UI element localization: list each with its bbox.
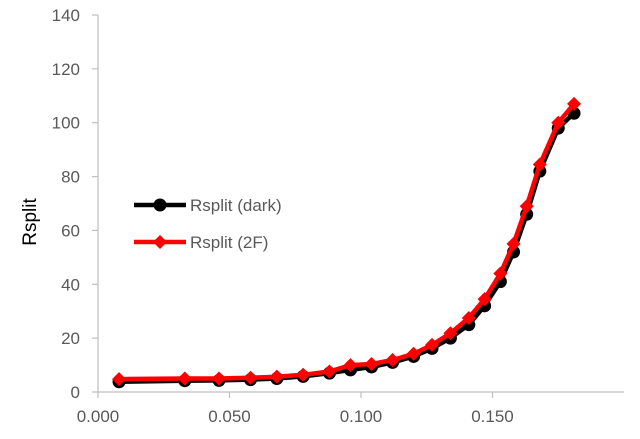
data-point-2f — [343, 358, 358, 373]
data-point-2f — [296, 367, 311, 382]
data-point-2f — [443, 326, 458, 341]
data-point-2f — [493, 266, 508, 281]
data-point-2f — [532, 157, 547, 172]
data-point-2f — [425, 337, 440, 352]
data-point-2f — [519, 199, 534, 214]
data-point-2f — [177, 371, 192, 386]
series-layer — [112, 96, 582, 389]
legend-swatch-marker — [153, 198, 167, 212]
y-tick-label: 40 — [61, 275, 80, 294]
data-point-2f — [406, 346, 421, 361]
data-point-2f — [506, 236, 521, 251]
y-axis-title: Rsplit — [20, 198, 41, 246]
data-point-2f — [477, 292, 492, 307]
data-point-2f — [567, 96, 582, 111]
y-tick-label: 80 — [61, 168, 80, 187]
x-tick-label: 0.050 — [208, 407, 251, 426]
x-tick-labels: 0.000 0.050 0.100 0.150 — [77, 392, 514, 426]
y-axis: 0 20 40 60 80 100 120 140 — [52, 6, 99, 402]
legend-label: Rsplit (dark) — [190, 196, 282, 215]
data-point-2f — [385, 352, 400, 367]
y-tick-label: 20 — [61, 329, 80, 348]
legend-swatch-marker — [153, 235, 167, 249]
x-tick-label: 0.150 — [471, 407, 514, 426]
data-point-2f — [269, 369, 284, 384]
y-tick-label: 140 — [52, 6, 80, 25]
x-tick-label: 0.100 — [340, 407, 383, 426]
legend: Rsplit (dark) Rsplit (2F) — [134, 196, 282, 252]
series-line-2f — [116, 101, 577, 382]
data-point-2f — [364, 356, 379, 371]
data-point-2f — [112, 372, 127, 387]
data-point-2f — [461, 310, 476, 325]
legend-item-dark: Rsplit (dark) — [134, 196, 282, 215]
data-point-2f — [243, 370, 258, 385]
legend-label: Rsplit (2F) — [190, 233, 268, 252]
series-2f — [112, 96, 582, 387]
y-tick-label: 0 — [71, 383, 80, 402]
legend-item-2f: Rsplit (2F) — [134, 233, 268, 252]
data-point-2f — [551, 115, 566, 130]
series-line-dark — [116, 111, 577, 385]
y-tick-label: 60 — [61, 221, 80, 240]
y-tick-label: 120 — [52, 60, 80, 79]
x-tick-label: 0.000 — [77, 407, 120, 426]
data-point-2f — [322, 364, 337, 379]
y-tick-labels: 0 20 40 60 80 100 120 140 — [52, 6, 98, 402]
data-point-2f — [211, 371, 226, 386]
y-tick-label: 100 — [52, 114, 80, 133]
x-axis: 0.000 0.050 0.100 0.150 — [77, 391, 624, 426]
